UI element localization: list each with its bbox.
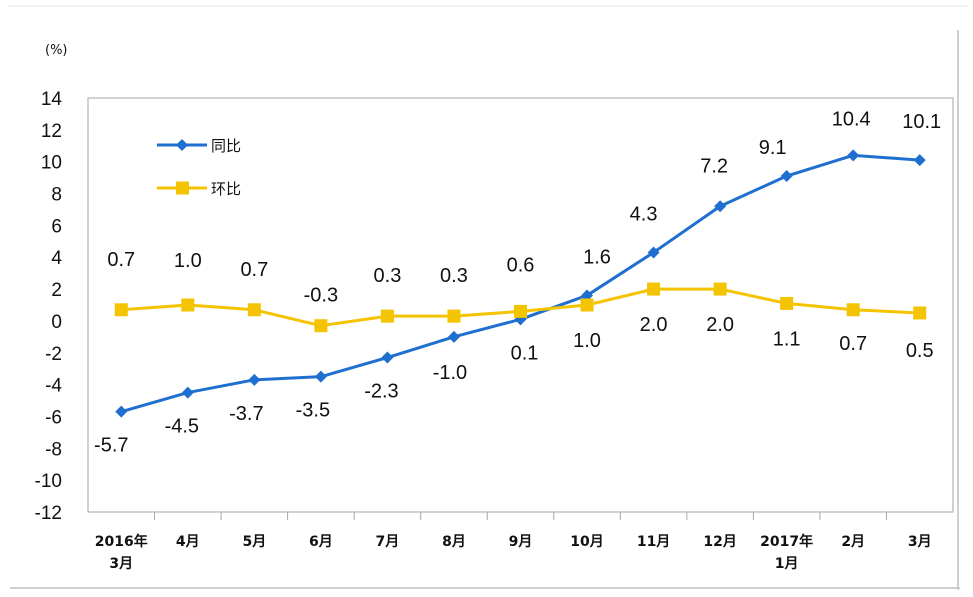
y-tick-label: -8 (45, 439, 62, 460)
y-tick-label: -12 (35, 503, 62, 524)
x-tick-label: 9月 (509, 534, 533, 550)
data-point-diamond (780, 170, 793, 183)
data-label: 1.1 (773, 328, 801, 350)
y-tick-label: 8 (51, 185, 62, 206)
data-point-square (114, 303, 128, 317)
x-tick-label: 12月 (703, 534, 736, 550)
x-tick-label: 7月 (376, 534, 400, 550)
data-point-square (514, 304, 527, 318)
legend-marker-square (176, 181, 189, 195)
data-label: 9.1 (759, 137, 787, 159)
legend-marker-diamond (176, 139, 188, 151)
plot-border (87, 97, 954, 513)
data-label: -2.3 (364, 381, 398, 403)
data-label: 1.0 (573, 330, 601, 352)
unit-label: (%) (45, 43, 68, 58)
x-tick-label: 2月 (841, 534, 865, 550)
data-label: 10.4 (832, 108, 871, 130)
data-label: -1.0 (433, 362, 467, 384)
data-label: 0.3 (374, 265, 402, 287)
data-point-square (380, 309, 394, 323)
data-label: 2.0 (706, 314, 734, 336)
series-mom: 0.7 1.0 0.7 -0.3 0.3 0.3 0.6 1.0 2.0 2.0 1.1 0.7 0.5 (107, 249, 933, 362)
y-tick-label: -10 (35, 471, 62, 492)
data-label: 10.1 (902, 111, 941, 133)
data-point-diamond (714, 200, 727, 213)
data-label: -3.5 (296, 400, 330, 422)
data-point-square (647, 282, 661, 296)
legend-label: 同比 (211, 137, 241, 155)
data-point-diamond (181, 386, 194, 399)
data-point-diamond (847, 149, 860, 162)
y-tick-label: 14 (41, 89, 63, 110)
data-point-square (314, 319, 328, 333)
data-label: -5.7 (94, 435, 128, 457)
x-tick-label: 3月 (109, 556, 133, 572)
y-tick-label: 10 (41, 153, 62, 174)
x-axis: 2016年 3月 4月 5月 6月 7月 8月 9月 10月 11月 12月 2017年 1月 2月 3月 (95, 512, 932, 572)
data-label: -3.7 (229, 403, 263, 425)
y-tick-label: -4 (45, 376, 62, 397)
data-point-diamond (314, 370, 327, 383)
data-label: 0.7 (839, 333, 867, 355)
data-label: 1.6 (583, 246, 611, 268)
series-layer: -5.7 -4.5 -3.7 -3.5 -2.3 -1.0 0.1 1.6 4.3 7.2 9.1 1… (94, 108, 941, 456)
data-label: 1.0 (174, 250, 202, 272)
data-point-square (780, 296, 794, 310)
data-label: 0.7 (107, 249, 135, 271)
data-point-square (713, 282, 727, 296)
y-tick-label: -6 (45, 407, 62, 428)
data-label: 0.7 (240, 259, 268, 281)
y-tick-label: 2 (51, 280, 62, 301)
x-tick-label: 3月 (908, 534, 932, 550)
data-label: 0.1 (511, 342, 539, 364)
legend-label: 环比 (211, 180, 241, 198)
data-point-diamond (381, 351, 394, 364)
x-tick-label: 8月 (442, 534, 466, 550)
data-point-square (181, 298, 195, 312)
data-label: 0.3 (440, 265, 468, 287)
data-label: 2.0 (640, 314, 668, 336)
y-tick-label: 4 (51, 248, 62, 269)
x-tick-label: 4月 (176, 534, 200, 550)
data-label: 4.3 (630, 203, 658, 225)
x-tick-label: 1月 (775, 556, 799, 572)
y-tick-label: 6 (51, 216, 62, 237)
data-label: 0.6 (507, 254, 535, 276)
y-tick-label: -2 (45, 344, 62, 365)
data-label: 0.5 (906, 340, 934, 362)
data-point-square (913, 306, 927, 320)
x-tick-label: 6月 (309, 534, 333, 550)
data-label: -4.5 (165, 416, 199, 438)
data-point-square (846, 303, 860, 317)
data-point-square (447, 309, 461, 323)
series-yoy: -5.7 -4.5 -3.7 -3.5 -2.3 -1.0 0.1 1.6 4.3 7.2 9.1 1… (94, 108, 941, 456)
data-point-square (247, 303, 261, 317)
data-point-diamond (581, 289, 594, 302)
data-point-diamond (647, 246, 660, 259)
plot-area (87, 97, 954, 513)
data-point-diamond (248, 373, 261, 386)
data-point-diamond (115, 405, 128, 418)
y-tick-label: 12 (41, 121, 62, 142)
data-point-square (580, 298, 594, 312)
data-point-diamond (447, 330, 460, 343)
y-axis: 14 12 10 8 6 4 2 0 -2 -4 -6 -8 -10 -12 (35, 89, 63, 524)
x-tick-label: 11月 (637, 534, 670, 550)
x-tick-label: 5月 (242, 534, 266, 550)
data-label: 7.2 (700, 155, 728, 177)
data-label: -0.3 (304, 285, 338, 307)
x-tick-label: 10月 (570, 534, 603, 550)
x-tick-label: 2016年 (95, 533, 148, 550)
y-tick-label: 0 (51, 312, 62, 333)
x-tick-label: 2017年 (760, 533, 813, 550)
data-point-diamond (913, 154, 926, 167)
